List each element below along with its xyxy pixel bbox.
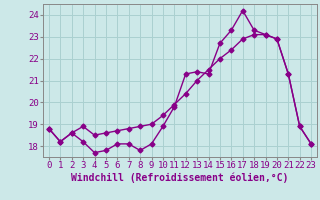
X-axis label: Windchill (Refroidissement éolien,°C): Windchill (Refroidissement éolien,°C) xyxy=(71,173,289,183)
